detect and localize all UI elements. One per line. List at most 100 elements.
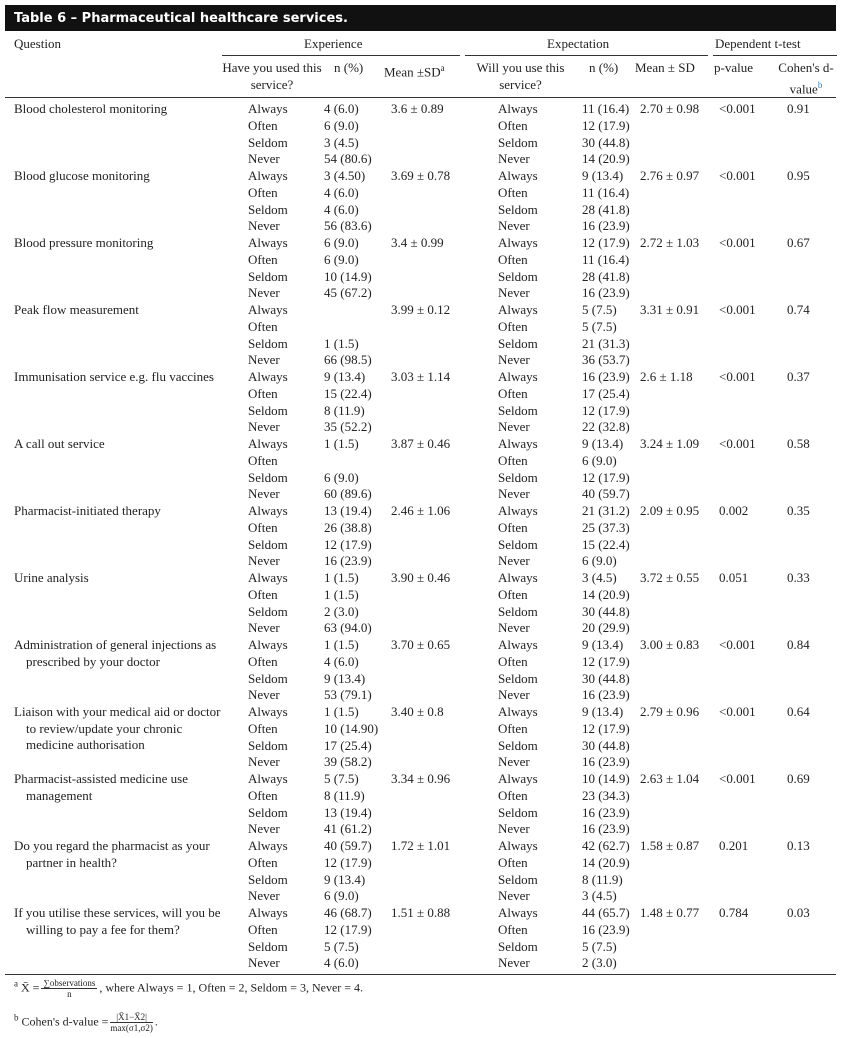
footnote-mark: a xyxy=(14,978,18,989)
expectation-n: 30 (44.8) xyxy=(582,737,630,753)
cohens-d: 0.33 xyxy=(787,570,810,585)
experience-mean: 3.99 ± 0.12 xyxy=(391,302,451,317)
expectation-n: 16 (23.9) xyxy=(582,218,630,234)
frequency: Often xyxy=(498,921,528,937)
experience-n: 40 (59.7) xyxy=(324,838,372,853)
frequency: Never xyxy=(248,151,280,167)
expectation-mean: 2.6 ± 1.18 xyxy=(640,369,693,384)
p-value: <0.001 xyxy=(719,637,756,652)
rule xyxy=(713,55,837,56)
expectation-n: 12 (17.9) xyxy=(582,653,630,669)
header-mean-text: Mean ±SD xyxy=(384,64,441,80)
expectation-n: 16 (23.9) xyxy=(582,804,630,820)
frequency: Often xyxy=(498,586,528,602)
frequency: Always xyxy=(248,905,288,920)
question: Blood pressure monitoring xyxy=(14,235,154,250)
frequency: Always xyxy=(248,436,288,451)
experience-n: 56 (83.6) xyxy=(324,218,372,234)
expectation-n: 9 (13.4) xyxy=(582,168,624,183)
frequency: Often xyxy=(248,385,278,401)
expectation-mean: 1.58 ± 0.87 xyxy=(640,838,700,853)
expectation-mean: 2.70 ± 0.98 xyxy=(640,101,700,116)
experience-mean: 3.40 ± 0.8 xyxy=(391,704,444,719)
experience-mean: 3.87 ± 0.46 xyxy=(391,436,451,451)
frequency: Often xyxy=(498,720,528,736)
p-value: 0.201 xyxy=(719,838,749,853)
footnote-ref: a xyxy=(440,63,445,73)
experience-n: 26 (38.8) xyxy=(324,519,372,535)
footnote-lhs: X̄ = xyxy=(21,980,40,995)
frequency: Never xyxy=(248,754,280,770)
fraction: ∑observations n xyxy=(41,978,98,999)
experience-n: 6 (9.0) xyxy=(324,235,359,250)
p-value: 0.051 xyxy=(719,570,749,585)
frequency: Always xyxy=(248,302,288,317)
frequency: Often xyxy=(498,854,528,870)
expectation-n: 12 (17.9) xyxy=(582,117,630,133)
expectation-n: 14 (20.9) xyxy=(582,854,630,870)
frequency: Always xyxy=(248,235,288,250)
header-question: Question xyxy=(14,36,61,51)
expectation-n: 44 (65.7) xyxy=(582,905,630,920)
frequency: Never xyxy=(248,620,280,636)
expectation-n: 21 (31.2) xyxy=(582,503,630,518)
experience-mean: 3.4 ± 0.99 xyxy=(391,235,444,250)
frequency: Often xyxy=(248,854,278,870)
expectation-n: 25 (37.3) xyxy=(582,519,630,535)
experience-n: 12 (17.9) xyxy=(324,854,372,870)
title-bar: Table 6 – Pharmaceutical healthcare serv… xyxy=(5,5,836,31)
frequency: Seldom xyxy=(498,335,538,351)
frequency: Never xyxy=(248,821,280,837)
frequency: Never xyxy=(248,486,280,502)
expectation-n: 20 (29.9) xyxy=(582,620,630,636)
frequency: Always xyxy=(248,771,288,786)
denominator: max(σ1,σ2) xyxy=(110,1023,153,1033)
experience-n: 1 (1.5) xyxy=(324,704,359,719)
experience-n: 6 (9.0) xyxy=(324,117,359,133)
expectation-n: 9 (13.4) xyxy=(582,436,624,451)
experience-mean: 2.46 ± 1.06 xyxy=(391,503,451,518)
p-value: <0.001 xyxy=(719,302,756,317)
experience-mean: 3.70 ± 0.65 xyxy=(391,637,451,652)
frequency: Always xyxy=(248,168,288,183)
expectation-n: 16 (23.9) xyxy=(582,821,630,837)
experience-n: 35 (52.2) xyxy=(324,419,372,435)
p-value: <0.001 xyxy=(719,436,756,451)
experience-n: 4 (6.0) xyxy=(324,201,359,217)
header-expectation: Expectation xyxy=(547,36,610,51)
frequency: Seldom xyxy=(498,603,538,619)
footnote-mark: b xyxy=(14,1012,19,1023)
frequency: Often xyxy=(498,184,528,200)
experience-mean: 3.69 ± 0.78 xyxy=(391,168,451,183)
frequency: Seldom xyxy=(248,871,288,887)
experience-n: 54 (80.6) xyxy=(324,151,372,167)
experience-n: 9 (13.4) xyxy=(324,369,366,384)
frequency: Often xyxy=(248,921,278,937)
question: Pharmacist-initiated therapy xyxy=(14,503,161,518)
frequency: Always xyxy=(498,436,538,451)
denominator: n xyxy=(67,989,72,999)
cohens-d: 0.35 xyxy=(787,503,810,518)
expectation-n: 16 (23.9) xyxy=(582,687,630,703)
frequency: Seldom xyxy=(498,268,538,284)
frequency: Seldom xyxy=(248,134,288,150)
experience-n: 2 (3.0) xyxy=(324,603,359,619)
expectation-n: 3 (4.5) xyxy=(582,888,617,904)
header-mean2: Mean ± SD xyxy=(635,60,695,75)
p-value: <0.001 xyxy=(719,101,756,116)
frequency: Always xyxy=(248,704,288,719)
frequency: Often xyxy=(498,318,528,334)
frequency: Always xyxy=(248,369,288,384)
question: If you utilise these services, will you … xyxy=(14,905,221,937)
frequency: Never xyxy=(498,620,530,636)
frequency: Seldom xyxy=(498,737,538,753)
experience-n: 66 (98.5) xyxy=(324,352,372,368)
frequency: Often xyxy=(498,117,528,133)
expectation-n: 11 (16.4) xyxy=(582,101,630,116)
header-d-text: Cohen's d- value xyxy=(778,60,834,97)
experience-n: 17 (25.4) xyxy=(324,737,372,753)
expectation-n: 8 (11.9) xyxy=(582,871,623,887)
expectation-n: 42 (62.7) xyxy=(582,838,630,853)
experience-n: 1 (1.5) xyxy=(324,637,359,652)
frequency: Never xyxy=(498,285,530,301)
